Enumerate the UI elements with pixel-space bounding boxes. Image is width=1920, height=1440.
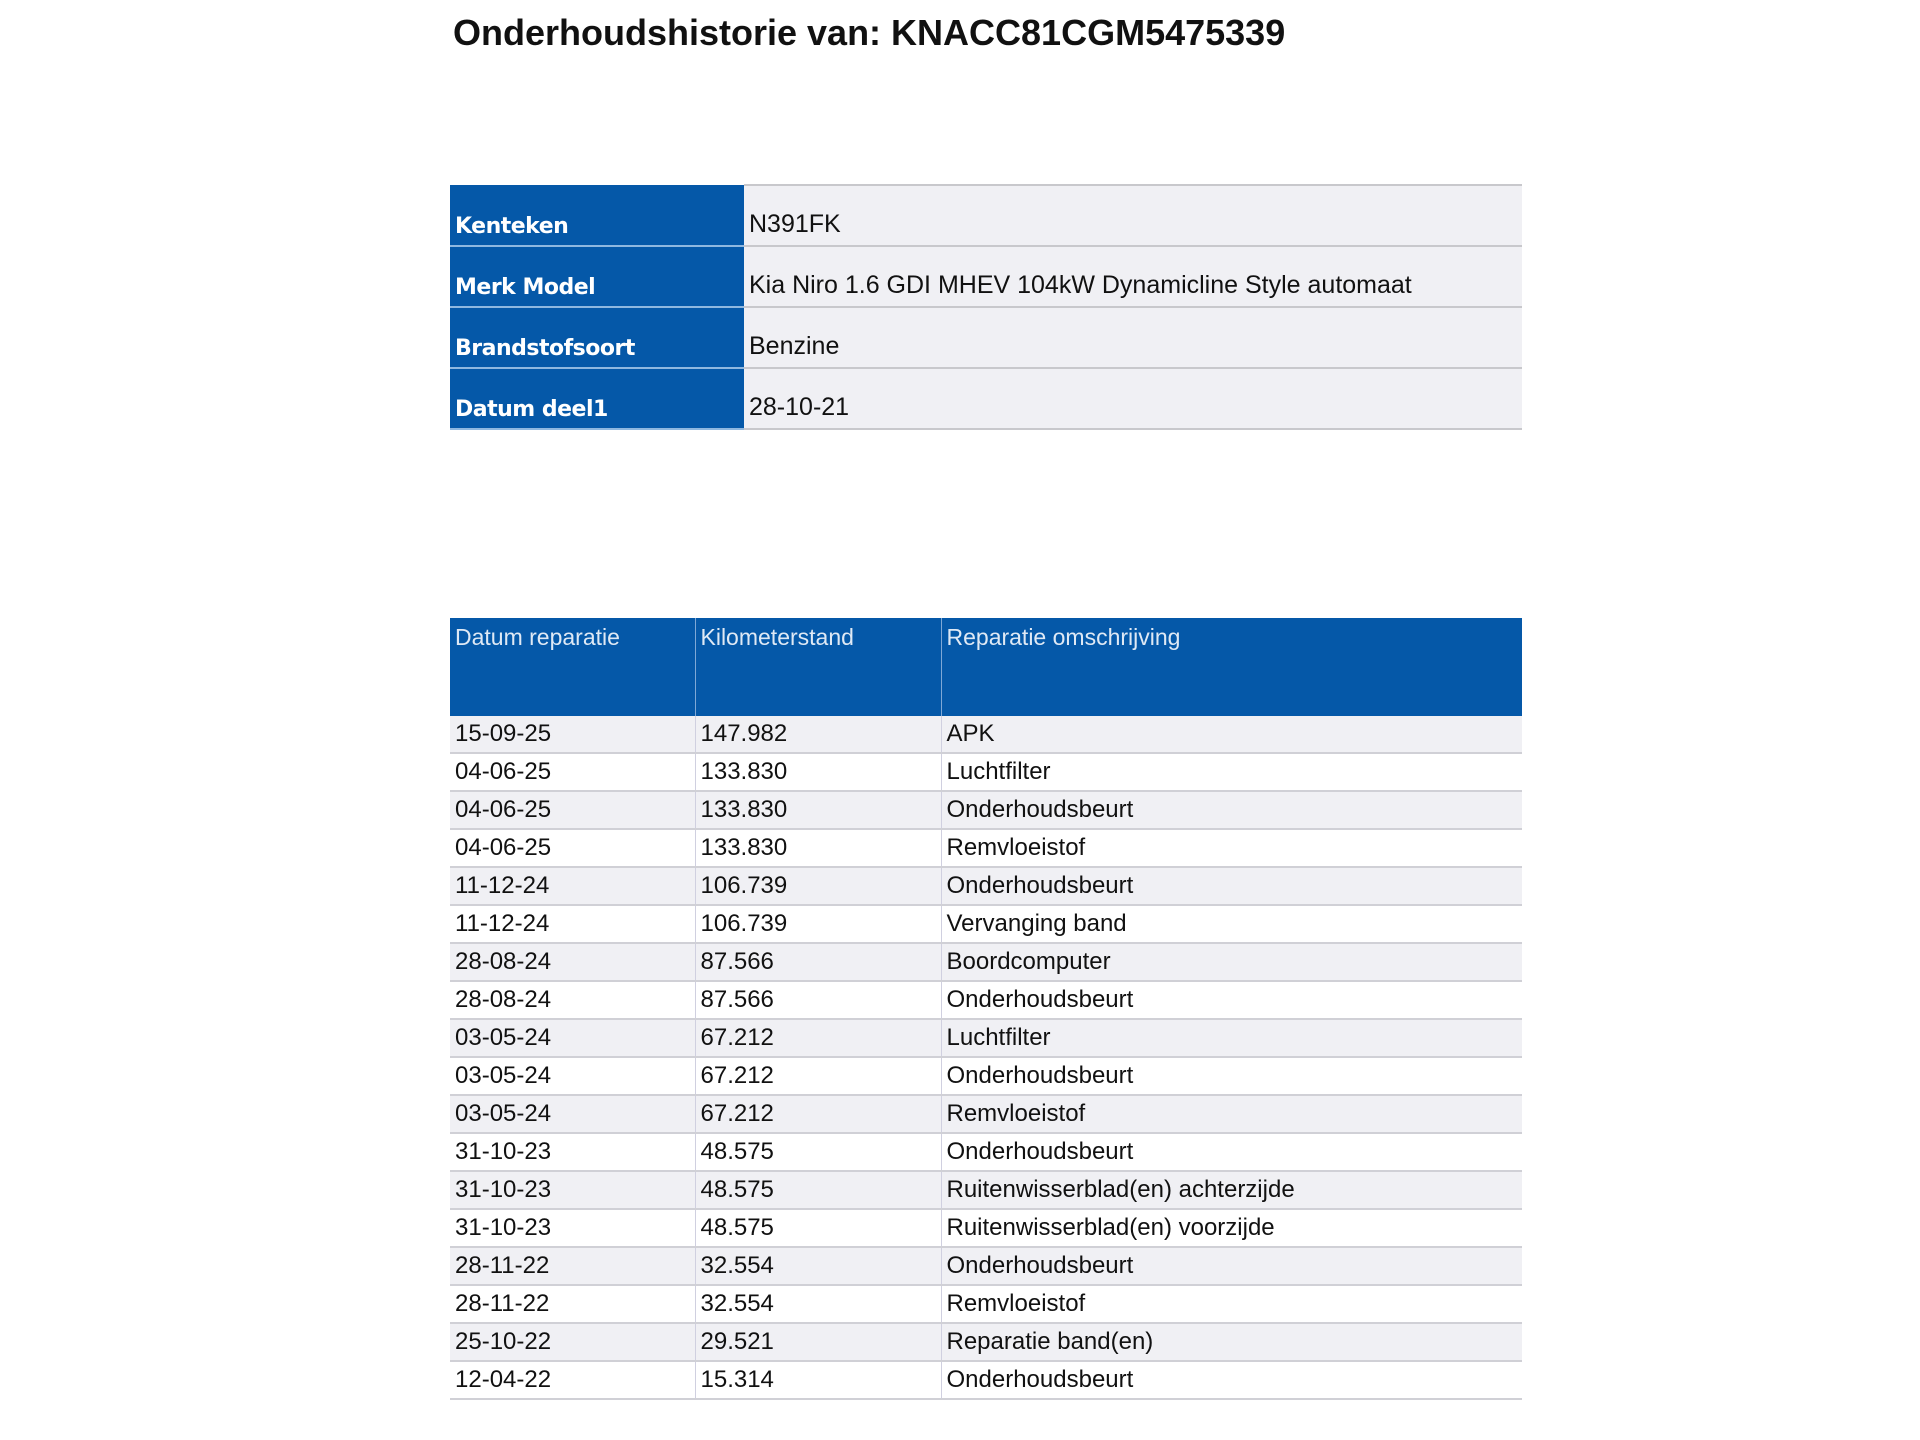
repair-description: Ruitenwisserblad(en) voorzijde <box>940 1209 1522 1248</box>
info-value: 28-10-21 <box>744 367 1522 430</box>
repair-date: 03-05-24 <box>450 1057 695 1096</box>
repair-date: 28-08-24 <box>450 981 695 1020</box>
repair-date: 28-11-22 <box>450 1285 695 1324</box>
repair-date: 31-10-23 <box>450 1209 695 1248</box>
repair-description: Luchtfilter <box>940 753 1522 792</box>
repair-date: 31-10-23 <box>450 1171 695 1210</box>
table-row: 28-11-22 32.554 Onderhoudsbeurt <box>450 1247 1522 1286</box>
mileage: 67.212 <box>694 1019 941 1058</box>
table-row: 28-08-24 87.566 Boordcomputer <box>450 943 1522 982</box>
repair-date: 15-09-25 <box>450 716 695 754</box>
repair-date: 25-10-22 <box>450 1323 695 1362</box>
repair-date: 12-04-22 <box>450 1361 695 1400</box>
mileage: 48.575 <box>694 1209 941 1248</box>
mileage: 32.554 <box>694 1285 941 1324</box>
info-row: Datum deel1 28-10-21 <box>450 367 1522 430</box>
repair-date: 28-11-22 <box>450 1247 695 1286</box>
table-row: 28-08-24 87.566 Onderhoudsbeurt <box>450 981 1522 1020</box>
table-row: 12-04-22 15.314 Onderhoudsbeurt <box>450 1361 1522 1400</box>
info-value: Kia Niro 1.6 GDI MHEV 104kW Dynamicline … <box>744 245 1522 308</box>
table-row: 31-10-23 48.575 Ruitenwisserblad(en) voorz… <box>450 1209 1522 1248</box>
table-row: 04-06-25 133.830 Remvloeistof <box>450 829 1522 868</box>
repair-date: 03-05-24 <box>450 1095 695 1134</box>
table-row: 03-05-24 67.212 Onderhoudsbeurt <box>450 1057 1522 1096</box>
info-value: Benzine <box>744 306 1522 369</box>
repair-date: 11-12-24 <box>450 867 695 906</box>
repair-description: Remvloeistof <box>940 1285 1522 1324</box>
repair-date: 04-06-25 <box>450 829 695 868</box>
mileage: 48.575 <box>694 1171 941 1210</box>
info-label: Brandstofsoort <box>450 307 744 369</box>
info-value: N391FK <box>744 184 1522 247</box>
column-header-date: Datum reparatie <box>450 618 695 716</box>
repair-description: Remvloeistof <box>940 829 1522 868</box>
repair-description: Vervanging band <box>940 905 1522 944</box>
repair-description: Onderhoudsbeurt <box>940 867 1522 906</box>
mileage: 106.739 <box>694 867 941 906</box>
repair-description: Onderhoudsbeurt <box>940 1247 1522 1286</box>
info-row: Brandstofsoort Benzine <box>450 306 1522 369</box>
mileage: 32.554 <box>694 1247 941 1286</box>
table-row: 03-05-24 67.212 Remvloeistof <box>450 1095 1522 1134</box>
mileage: 29.521 <box>694 1323 941 1362</box>
mileage: 67.212 <box>694 1057 941 1096</box>
column-header-description: Reparatie omschrijving <box>940 618 1522 716</box>
table-row: 31-10-23 48.575 Onderhoudsbeurt <box>450 1133 1522 1172</box>
table-row: 11-12-24 106.739 Onderhoudsbeurt <box>450 867 1522 906</box>
info-row: Kenteken N391FK <box>450 184 1522 247</box>
table-row: 03-05-24 67.212 Luchtfilter <box>450 1019 1522 1058</box>
mileage: 133.830 <box>694 791 941 830</box>
mileage: 133.830 <box>694 829 941 868</box>
vehicle-info-table: Kenteken N391FK Merk Model Kia Niro 1.6 GDI… <box>450 184 1522 430</box>
repair-date: 04-06-25 <box>450 753 695 792</box>
mileage: 15.314 <box>694 1361 941 1400</box>
repair-description: Ruitenwisserblad(en) achterzijde <box>940 1171 1522 1210</box>
repair-description: Luchtfilter <box>940 1019 1522 1058</box>
table-row: 25-10-22 29.521 Reparatie band(en) <box>450 1323 1522 1362</box>
mileage: 87.566 <box>694 981 941 1020</box>
repair-description: Reparatie band(en) <box>940 1323 1522 1362</box>
mileage: 67.212 <box>694 1095 941 1134</box>
mileage: 106.739 <box>694 905 941 944</box>
repair-description: APK <box>940 716 1522 754</box>
repair-date: 28-08-24 <box>450 943 695 982</box>
repair-description: Remvloeistof <box>940 1095 1522 1134</box>
page-title: Onderhoudshistorie van: KNACC81CGM547533… <box>453 12 1286 53</box>
repair-description: Onderhoudsbeurt <box>940 1361 1522 1400</box>
repair-description: Boordcomputer <box>940 943 1522 982</box>
column-header-mileage: Kilometerstand <box>694 618 941 716</box>
repair-description: Onderhoudsbeurt <box>940 791 1522 830</box>
info-row: Merk Model Kia Niro 1.6 GDI MHEV 104kW Dy… <box>450 245 1522 308</box>
table-row: 04-06-25 133.830 Luchtfilter <box>450 753 1522 792</box>
info-label: Merk Model <box>450 246 744 308</box>
repair-date: 04-06-25 <box>450 791 695 830</box>
mileage: 48.575 <box>694 1133 941 1172</box>
table-row: 31-10-23 48.575 Ruitenwisserblad(en) achte… <box>450 1171 1522 1210</box>
repair-description: Onderhoudsbeurt <box>940 981 1522 1020</box>
table-row: 15-09-25 147.982 APK <box>450 716 1522 754</box>
repair-date: 03-05-24 <box>450 1019 695 1058</box>
mileage: 87.566 <box>694 943 941 982</box>
mileage: 133.830 <box>694 753 941 792</box>
repair-description: Onderhoudsbeurt <box>940 1057 1522 1096</box>
repair-date: 31-10-23 <box>450 1133 695 1172</box>
table-row: 04-06-25 133.830 Onderhoudsbeurt <box>450 791 1522 830</box>
repair-date: 11-12-24 <box>450 905 695 944</box>
info-label: Kenteken <box>450 185 744 247</box>
table-row: 28-11-22 32.554 Remvloeistof <box>450 1285 1522 1324</box>
info-label: Datum deel1 <box>450 368 744 430</box>
repair-description: Onderhoudsbeurt <box>940 1133 1522 1172</box>
mileage: 147.982 <box>694 716 941 754</box>
table-row: 11-12-24 106.739 Vervanging band <box>450 905 1522 944</box>
maintenance-history-table: Datum reparatie Kilometerstand Reparatie… <box>450 618 1522 1400</box>
